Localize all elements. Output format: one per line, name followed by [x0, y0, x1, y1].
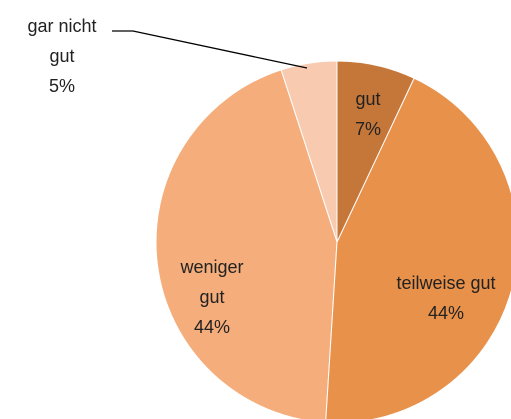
- value-label: 7%: [354, 119, 381, 139]
- value-label: 44%: [193, 317, 231, 337]
- leader-line: [112, 30, 308, 69]
- slice-label: teilweise gut 44%: [391, 268, 501, 328]
- pie-slice: [325, 77, 511, 419]
- category-label: teilweise gut: [396, 273, 496, 293]
- category-label: weniger gut: [180, 257, 244, 307]
- value-label: 44%: [427, 303, 465, 323]
- pie-slice: [155, 69, 338, 419]
- pie-slice: [336, 60, 415, 243]
- slice-label: gar nicht gut 5%: [15, 11, 110, 101]
- slice-label: gut 7%: [338, 84, 398, 144]
- category-label: gar nicht gut: [27, 16, 97, 66]
- value-label: 5%: [48, 76, 75, 96]
- category-label: gut: [355, 89, 381, 109]
- slice-label: weniger gut 44%: [170, 252, 255, 342]
